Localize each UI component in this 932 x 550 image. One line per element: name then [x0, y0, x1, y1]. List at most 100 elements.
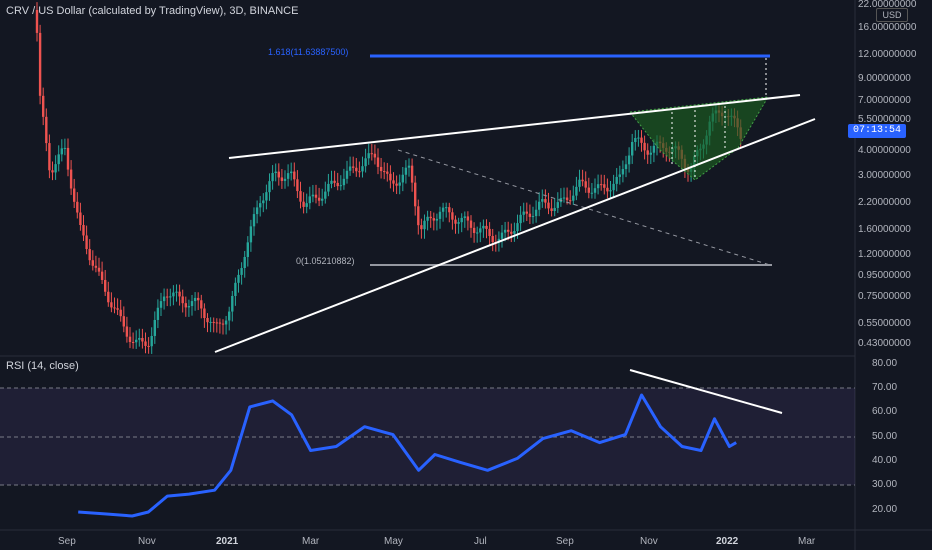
candle-body [97, 267, 101, 272]
price-label: 12.00000000 [858, 49, 917, 60]
candle-body [348, 166, 352, 171]
candle-body [609, 190, 612, 192]
candle-body [482, 225, 485, 229]
time-label: Nov [138, 536, 156, 547]
rsi-axis-label: 70.00 [872, 382, 898, 393]
candle-body [606, 187, 609, 192]
candle-body [541, 199, 544, 202]
cup-pattern[interactable] [629, 96, 769, 181]
candle-body [135, 339, 138, 343]
rsi-trendline[interactable] [629, 369, 783, 414]
candle-body [389, 173, 392, 181]
candle-body [479, 228, 482, 233]
candle-body [79, 212, 82, 226]
candle-body [277, 171, 280, 178]
lower-trendline[interactable] [214, 118, 816, 353]
candle-body [317, 197, 321, 201]
candle-body [339, 185, 342, 187]
candle-body [240, 268, 243, 275]
candle-body [451, 212, 454, 220]
candle-body [531, 216, 535, 218]
candle-body [590, 192, 594, 194]
candle-body [221, 323, 225, 325]
candle-body [166, 296, 169, 298]
candle-body [631, 141, 634, 156]
candle-body [525, 211, 528, 214]
candle-body [627, 155, 631, 165]
candle-body [107, 291, 110, 303]
candle-body [373, 153, 377, 158]
candle-body [91, 260, 94, 266]
candle-body [643, 142, 646, 151]
candle-body [302, 201, 305, 207]
candle-body [57, 154, 60, 165]
time-label: Mar [798, 536, 816, 547]
candle-body [637, 137, 640, 139]
candle-body [485, 225, 488, 229]
candle-body [255, 207, 259, 215]
candle-body [544, 199, 547, 203]
candle-body [122, 316, 125, 327]
candle-body [200, 300, 203, 309]
candle-body [193, 297, 197, 302]
candle-body [438, 211, 442, 219]
candle-body [187, 306, 191, 308]
candle-body [228, 311, 231, 321]
candle-body [153, 319, 156, 336]
candle-body [618, 174, 621, 177]
candle-body [407, 165, 411, 168]
candle-body [290, 171, 293, 174]
candle-body [38, 32, 42, 96]
candle-body [491, 236, 494, 242]
candle-body [231, 295, 234, 312]
rsi-axis-label: 80.00 [872, 358, 898, 369]
candle-body [327, 183, 330, 192]
rsi-indicator-label[interactable]: RSI (14, close) [6, 360, 79, 372]
candle-body [401, 174, 404, 183]
price-label: 0.55000000 [858, 318, 911, 329]
candle-body [128, 336, 132, 342]
candle-body [305, 203, 308, 207]
candle-body [395, 183, 398, 186]
fib-diagonal[interactable] [397, 149, 771, 266]
fib-0-label: 0(1.05210882) [296, 256, 355, 266]
candle-body [237, 274, 240, 283]
time-label: Mar [302, 536, 320, 547]
candle-body [358, 171, 361, 173]
candle-body [476, 232, 479, 234]
candle-body [547, 202, 550, 209]
upper-trendline[interactable] [228, 94, 801, 159]
candle-body [76, 201, 79, 213]
candle-body [181, 296, 184, 304]
price-label: 4.00000000 [858, 145, 911, 156]
candle-body [355, 167, 358, 172]
candle-body [224, 320, 228, 325]
candle-body [469, 220, 473, 228]
rsi-axis-label: 40.00 [872, 455, 898, 466]
currency-badge[interactable]: USD [876, 8, 908, 22]
candle-body [66, 147, 70, 170]
candle-body [569, 200, 572, 202]
candle-body [212, 321, 215, 323]
rsi-line[interactable] [78, 393, 737, 518]
price-label: 3.00000000 [858, 170, 911, 181]
candle-body [463, 216, 466, 218]
candle-body [150, 335, 153, 347]
candle-body [144, 341, 147, 346]
candle-body [314, 194, 318, 198]
candle-body [141, 337, 144, 342]
candle-body [364, 158, 367, 167]
rsi-axis-label: 20.00 [872, 504, 898, 515]
price-label: 7.00000000 [858, 95, 911, 106]
candle-body [218, 322, 222, 324]
candle-body [584, 181, 587, 188]
candle-body [104, 279, 107, 292]
time-label: May [384, 536, 403, 547]
candle-body [528, 213, 532, 217]
candle-body [503, 229, 507, 233]
candle-body [414, 182, 417, 207]
candle-body [460, 217, 463, 223]
candle-body [42, 95, 45, 117]
candle-body [410, 165, 414, 183]
